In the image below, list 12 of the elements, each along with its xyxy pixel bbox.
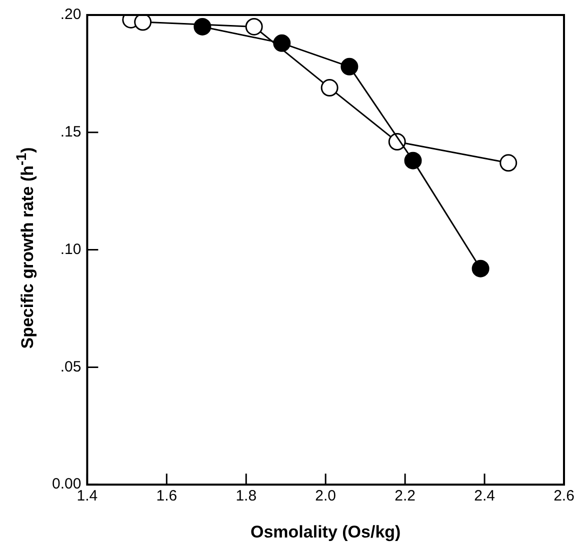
y-tick-label: .15 bbox=[60, 124, 82, 141]
x-tick-label: 1.4 bbox=[76, 488, 98, 505]
x-tick-label: 1.8 bbox=[236, 488, 257, 505]
x-tick-label: 2.4 bbox=[474, 488, 495, 505]
x-tick-label: 2.2 bbox=[394, 488, 416, 505]
x-tick-label: 2.0 bbox=[315, 488, 336, 505]
y-tick-label: .20 bbox=[60, 6, 82, 24]
y-tick-label: .10 bbox=[60, 240, 82, 258]
x-axis-title: Osmolality (Os/kg) bbox=[250, 522, 401, 542]
x-tick-label: 1.6 bbox=[156, 488, 178, 505]
x-tick-label: 2.6 bbox=[554, 488, 574, 505]
y-tick-label: .05 bbox=[60, 358, 82, 376]
